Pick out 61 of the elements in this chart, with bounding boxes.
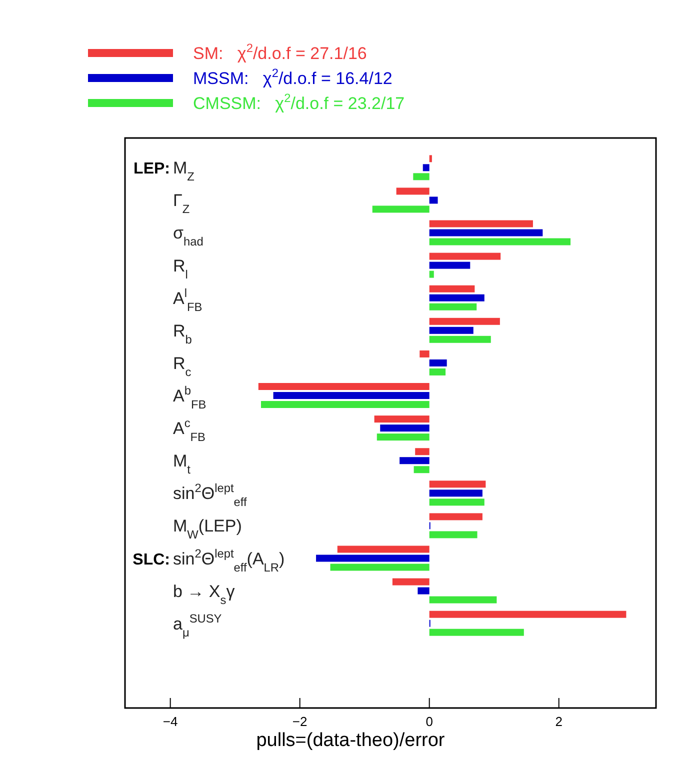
y-tick-label: M$_{W}$(LEP) — [173, 516, 242, 542]
x-axis-title: pulls=(data-theo)/error — [256, 730, 446, 751]
bar — [374, 416, 430, 423]
bar — [429, 628, 524, 636]
bar — [372, 206, 430, 213]
bar — [429, 490, 482, 497]
bar — [429, 318, 500, 325]
bar — [429, 596, 497, 604]
y-tick-label: Γ$_{Z}$ — [173, 191, 190, 216]
bar — [429, 336, 491, 343]
bar — [429, 262, 470, 269]
bar — [429, 326, 474, 334]
bar — [330, 564, 430, 571]
legend-label: MSSM: χ$^{2}$/d.o.f = 16.4/12 — [193, 66, 392, 88]
bar — [429, 303, 477, 310]
legend-label: CMSSM: χ$^{2}$/d.o.f = 23.2/17 — [193, 91, 405, 113]
bar — [380, 424, 430, 432]
bar — [429, 368, 446, 376]
bar — [429, 480, 486, 488]
bar — [429, 229, 543, 236]
bar — [396, 188, 430, 195]
bar — [413, 173, 430, 180]
bar — [429, 252, 501, 260]
bar — [415, 448, 430, 456]
y-tick-label: R$_{c}$ — [173, 354, 192, 379]
y-tick-label: b → X$_{s}$γ — [173, 582, 236, 607]
y-tick-label: R$_{b}$ — [173, 321, 192, 346]
y-tick-label: M$_{t}$ — [173, 452, 192, 477]
bar — [429, 285, 475, 292]
bar — [429, 531, 478, 538]
bar — [260, 401, 430, 408]
legend-label: SM: χ$^{2}$/d.o.f = 27.1/16 — [193, 41, 367, 63]
bar — [422, 164, 430, 172]
bar — [392, 578, 430, 586]
bar — [273, 392, 430, 399]
bar — [429, 220, 533, 228]
y-tick-label: R$_{l}$ — [173, 256, 188, 282]
bar — [429, 513, 482, 520]
category-label: SLC: sin$^{2}$Θ$^{lept}$$_{eff}$(A$_{LR}$) — [132, 546, 285, 574]
bar — [414, 466, 430, 474]
bar — [418, 587, 430, 594]
y-tick-label: LEP: M$_{Z}$ — [134, 158, 194, 184]
bar — [429, 238, 571, 246]
x-tick-label: 2 — [555, 714, 562, 729]
x-tick-label: 0 — [426, 714, 433, 729]
bar — [420, 350, 430, 358]
bar — [429, 498, 484, 506]
bar — [337, 546, 430, 553]
bar — [376, 434, 430, 441]
bar — [429, 610, 626, 618]
bar — [429, 270, 434, 278]
x-tick-label: −2 — [292, 714, 308, 729]
bar — [429, 294, 484, 302]
bar — [400, 457, 430, 464]
x-tick-label: −4 — [162, 714, 178, 729]
y-tick-label: σ$_{had}$ — [173, 224, 204, 249]
bar — [316, 554, 430, 562]
bar — [429, 196, 438, 204]
bar — [258, 383, 430, 390]
bar — [429, 359, 447, 366]
bar — [429, 155, 432, 162]
